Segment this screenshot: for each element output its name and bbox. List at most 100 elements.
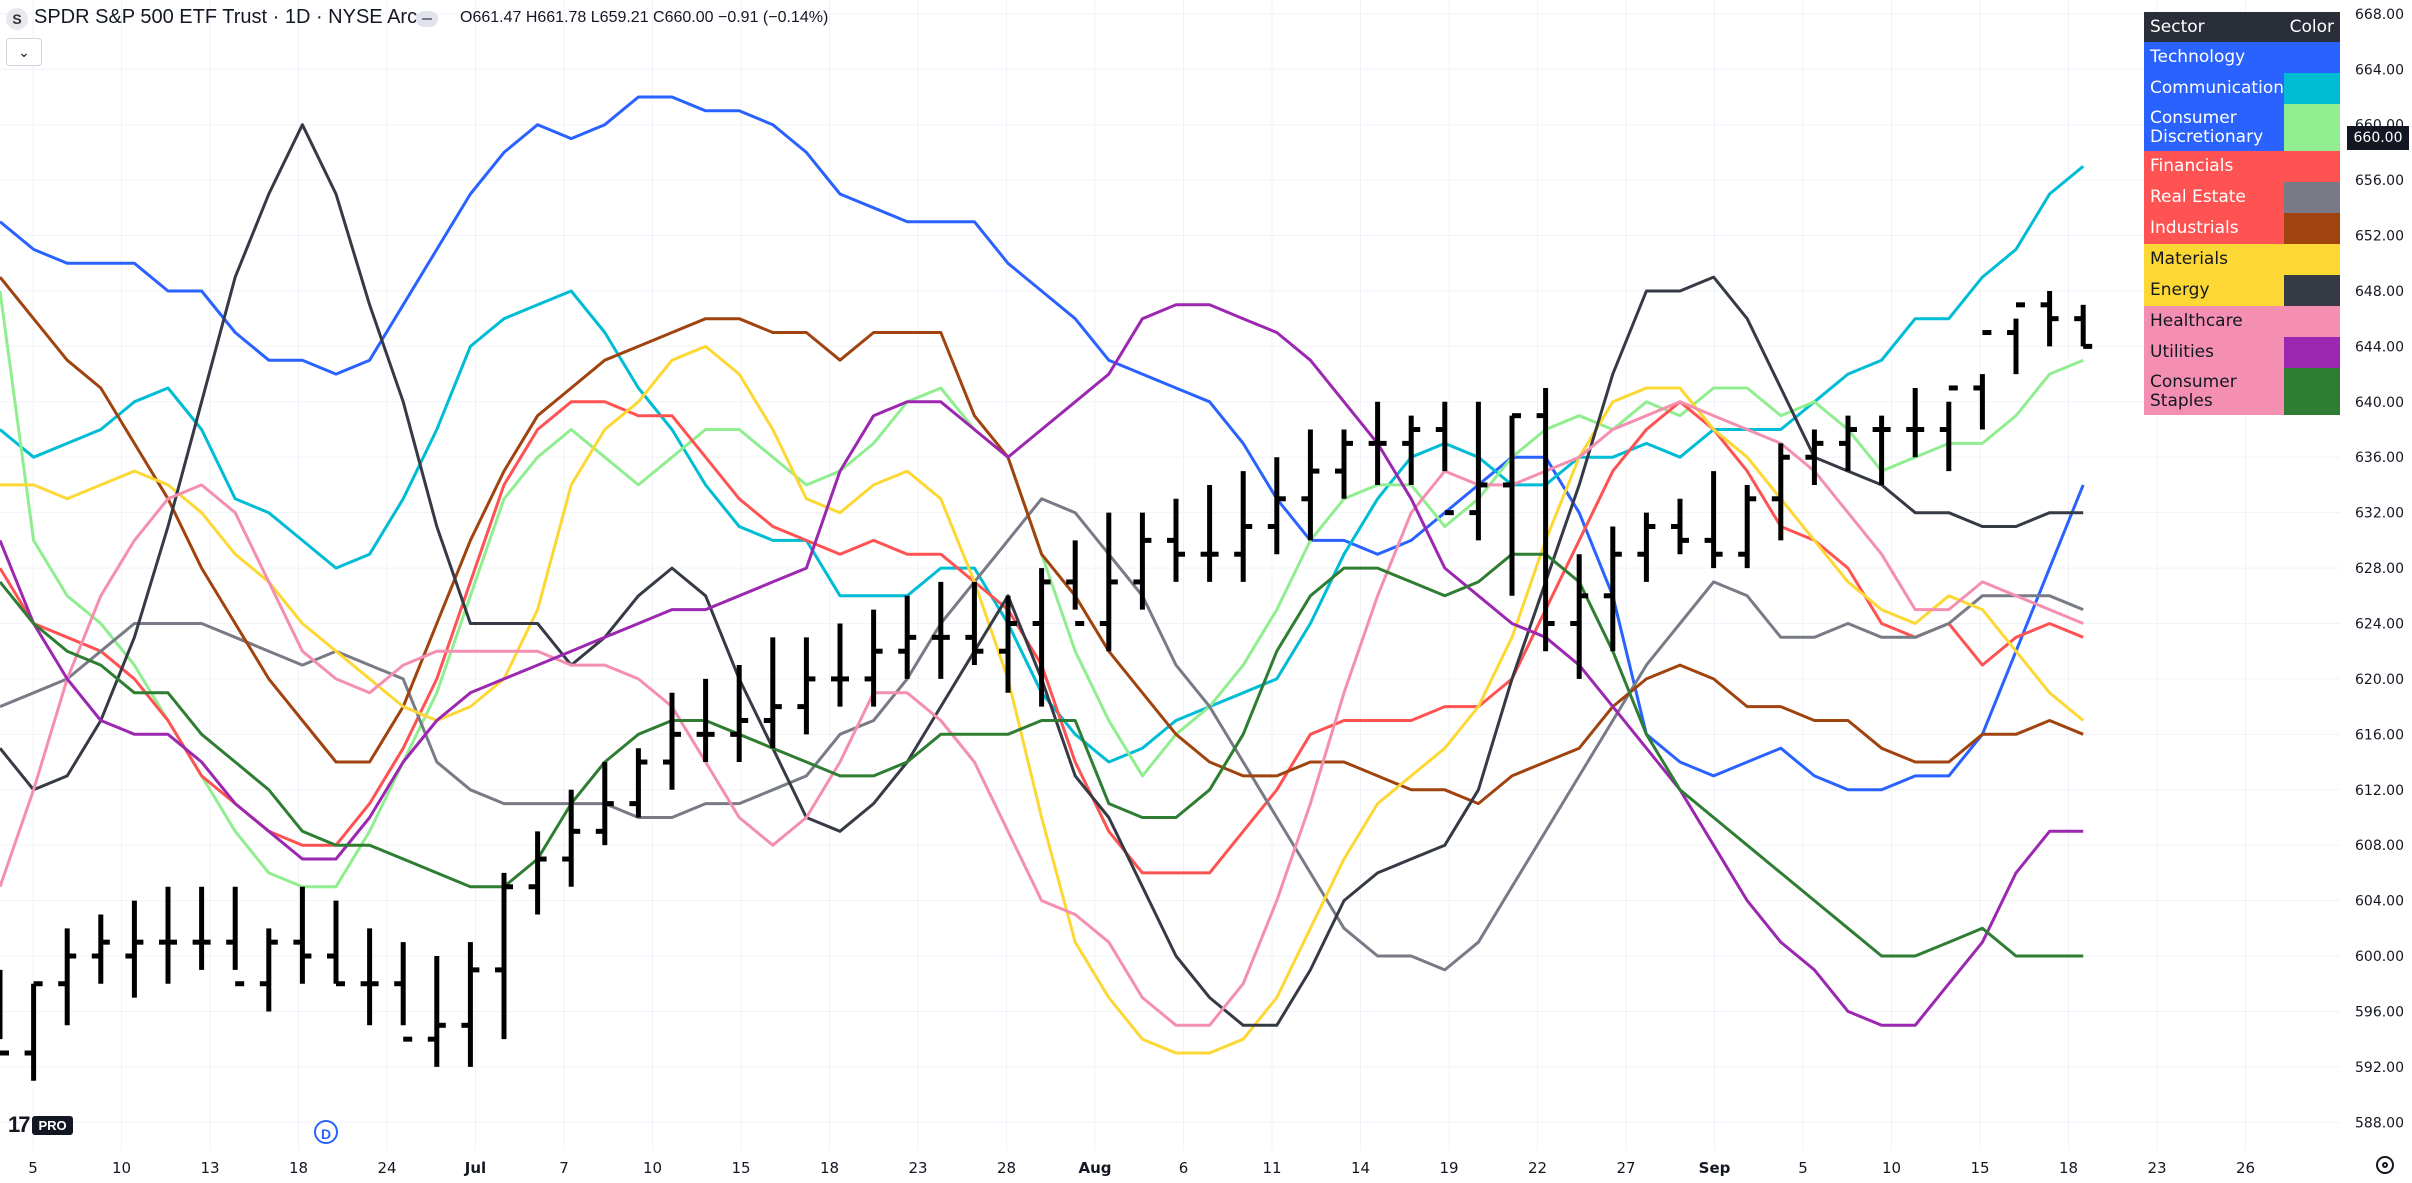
x-tick-label: Aug (1078, 1159, 1111, 1177)
ohlc-bar (24, 981, 43, 1081)
legend-header: Sector Color (2144, 12, 2340, 42)
x-tick-label: 19 (1439, 1159, 1458, 1177)
symbol-logo: S (6, 8, 28, 30)
ohlc-bar (1771, 443, 1790, 541)
ohlc-bar (595, 762, 614, 846)
sector-line-consumer-staples (0, 552, 2084, 958)
gear-icon[interactable] (2376, 1156, 2394, 1174)
y-tick-label: 664.00 (2355, 62, 2404, 78)
legend-sector-label: Energy (2144, 275, 2284, 306)
y-tick-label: 632.00 (2355, 506, 2404, 522)
legend-header-color: Color (2289, 17, 2334, 37)
ohlc-bar (394, 942, 413, 1042)
eye-icon[interactable] (416, 11, 438, 27)
ohlc-bar (0, 969, 9, 1056)
legend-color-swatch (2284, 337, 2340, 368)
legend-row: Healthcare (2144, 306, 2340, 337)
sector-line-healthcare (0, 400, 2084, 1027)
ohlc-values: O661.47 H661.78 L659.21 C660.00 −0.91 (−… (460, 9, 829, 26)
ohlc-bar (1066, 540, 1085, 626)
ohlc-bar (226, 886, 245, 987)
ohlc-bar (1435, 401, 1454, 516)
ohlc-bar (797, 637, 816, 735)
x-tick-label: 18 (289, 1159, 308, 1177)
y-tick-label: 592.00 (2355, 1060, 2404, 1076)
ohlc-bar (1570, 554, 1589, 679)
y-tick-label: 600.00 (2355, 949, 2404, 965)
ohlc-bar (965, 581, 984, 666)
legend-row: Industrials (2144, 213, 2340, 244)
y-tick-label: 604.00 (2355, 894, 2404, 910)
ohlc-bar (864, 609, 883, 707)
legend-sector-label: Healthcare (2144, 306, 2284, 337)
legend-row: Materials (2144, 244, 2340, 275)
ohlc-bar (461, 942, 480, 1067)
logo-mark: 17 (8, 1112, 31, 1137)
legend-color-swatch (2284, 104, 2340, 151)
ohlc-bar (2007, 302, 2025, 375)
ohlc-bar (663, 692, 681, 790)
y-tick-label: 588.00 (2355, 1115, 2404, 1131)
legend-sector-label: Utilities (2144, 337, 2284, 368)
x-tick-label: 7 (559, 1159, 569, 1177)
x-tick-label: 6 (1179, 1159, 1189, 1177)
sector-line-real-estate (0, 497, 2084, 972)
ohlc-bar (1167, 498, 1185, 582)
ohlc-bar (1267, 457, 1286, 555)
legend-header-sector: Sector (2150, 17, 2205, 37)
ohlc-bar (1032, 568, 1051, 707)
ohlc-bar (1839, 415, 1857, 472)
ohlc-bar (192, 886, 211, 970)
pro-badge: PRO (32, 1115, 73, 1135)
x-tick-label: 10 (1882, 1159, 1901, 1177)
legend-row: Communication (2144, 73, 2340, 104)
ohlc-bar (58, 928, 77, 1026)
ohlc-bar (562, 789, 581, 887)
legend-sector-label: Financials (2144, 151, 2284, 182)
y-tick-label: 624.00 (2355, 616, 2404, 632)
ohlc-bar (327, 900, 345, 987)
x-tick-label: 15 (731, 1159, 750, 1177)
tradingview-logo[interactable]: 17 PRO (8, 1112, 73, 1138)
legend-sector-label: Technology (2144, 42, 2284, 73)
x-tick-label: 15 (1970, 1159, 1989, 1177)
sector-legend-table: Sector Color Technology Communication Cons… (2144, 12, 2340, 415)
x-tick-label: 5 (28, 1159, 38, 1177)
y-tick-label: 644.00 (2355, 339, 2404, 355)
time-axis[interactable]: 5 10 13 18 24 Jul 7 10 15 18 23 28 Aug 6 11 14 19 22 27 Sep… (28, 1159, 2255, 1177)
sector-line-materials (0, 344, 2085, 1055)
y-tick-label: 668.00 (2355, 7, 2404, 23)
ohlc-bar (1637, 512, 1656, 582)
price-axis[interactable]: 668.00664.00660.00656.00652.00648.00644.… (2355, 7, 2404, 1131)
ohlc-bar (831, 623, 849, 707)
legend-sector-label: Consumer Staples (2144, 368, 2284, 415)
ohlc-bar (1872, 415, 1891, 485)
dividend-marker[interactable]: D (314, 1120, 338, 1144)
symbol-title[interactable]: SPDR S&P 500 ETF Trust · 1D · NYSE Arca (34, 6, 429, 28)
x-tick-label: 23 (908, 1159, 927, 1177)
ohlc-bar (898, 595, 917, 679)
ohlc-bar (1301, 429, 1320, 541)
ohlc-bar (360, 928, 379, 1026)
ohlc-bar (1133, 512, 1152, 610)
sector-line-industrials (0, 276, 2084, 806)
y-tick-label: 640.00 (2355, 395, 2404, 411)
ohlc-bar (293, 886, 312, 984)
legend-color-swatch (2284, 213, 2340, 244)
ohlc-bar (763, 637, 782, 749)
legend-color-swatch (2284, 244, 2340, 275)
legend-row: Financials (2144, 151, 2340, 182)
legend-color-swatch (2284, 275, 2340, 306)
legend-row: Real Estate (2144, 182, 2340, 213)
chevron-down-icon[interactable]: ⌄ (6, 38, 42, 66)
legend-color-swatch (2284, 368, 2340, 415)
ohlc-bar (1536, 387, 1555, 652)
legend-row: Consumer Staples (2144, 368, 2340, 415)
y-tick-label: 612.00 (2355, 783, 2404, 799)
ohlc-bar (1234, 471, 1253, 582)
ohlc-bar (1738, 484, 1757, 569)
ohlc-bar (1200, 484, 1219, 582)
legend-color-swatch (2284, 73, 2340, 104)
price-bars (0, 290, 2093, 1081)
